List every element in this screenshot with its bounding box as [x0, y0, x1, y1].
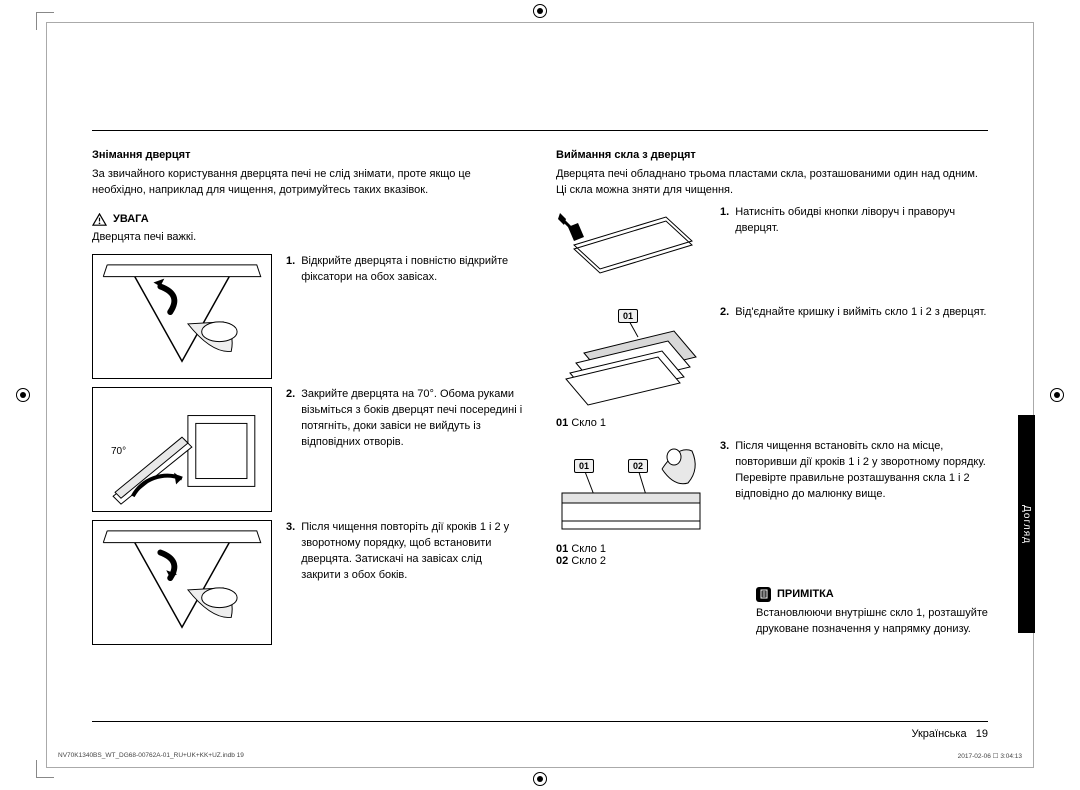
angle-label: 70°	[111, 446, 126, 457]
heading-remove-door: Знімання дверцят	[92, 149, 524, 161]
callout-01b: 01	[574, 459, 594, 473]
page-footer: Українська 19	[912, 728, 989, 740]
right-column: Виймання скла з дверцят Дверцята печі об…	[556, 135, 988, 740]
callout-01: 01	[618, 309, 638, 323]
content-area: Знімання дверцят За звичайного користува…	[92, 135, 988, 740]
glass-step-2: 01 2.Від'єднайте кришку і вийміть скло 1…	[556, 305, 988, 413]
divider-bottom	[92, 721, 988, 722]
warning-text: Дверцята печі важкі.	[92, 230, 524, 246]
print-footer: NV70K1340BS_WT_DG68-00762A-01_RU+UK+KK+U…	[58, 752, 1022, 760]
divider-top	[92, 130, 988, 131]
glass-fig-2: 01	[556, 305, 706, 413]
step-3-figure	[92, 520, 272, 645]
step-2-block: 70° 2.Закрийте дверцята на 70°. Обома ру…	[92, 387, 524, 512]
legend-1: 01 Скло 1	[556, 417, 988, 429]
glass-fig-1	[556, 205, 706, 297]
note-label: ПРИМІТКА	[777, 588, 834, 600]
left-column: Знімання дверцят За звичайного користува…	[92, 135, 524, 740]
step-3-block: 3.Після чищення повторіть дії кроків 1 і…	[92, 520, 524, 645]
print-timestamp: 2017-02-06 ☐ 3:04:13	[958, 752, 1022, 760]
step-1-text: 1.Відкрийте дверцята і повністю відкрийт…	[286, 254, 524, 379]
heading-remove-glass: Виймання скла з дверцят	[556, 149, 988, 161]
glass-fig-3: 01 02	[556, 439, 706, 539]
step-2-figure: 70°	[92, 387, 272, 512]
callout-02: 02	[628, 459, 648, 473]
warning-label: УВАГА	[113, 213, 149, 225]
step-1-block: 1.Відкрийте дверцята і повністю відкрийт…	[92, 254, 524, 379]
intro-remove: За звичайного користування дверцята печі…	[92, 167, 524, 199]
step-3-text: 3.Після чищення повторіть дії кроків 1 і…	[286, 520, 524, 645]
glass-step-3: 01 02 3.Після чищення встановіть скло на…	[556, 439, 988, 539]
warning-icon	[92, 213, 107, 226]
note-row: ПРИМІТКА	[756, 587, 988, 602]
step-2-text: 2.Закрийте дверцята на 70°. Обома руками…	[286, 387, 524, 512]
glass-step-1: 1.Натисніть обидві кнопки ліворуч і прав…	[556, 205, 988, 297]
side-tab: Догляд	[1018, 415, 1035, 633]
step-1-figure	[92, 254, 272, 379]
note-icon	[756, 587, 771, 602]
warning-row: УВАГА	[92, 213, 524, 226]
intro-glass: Дверцята печі обладнано трьома пластами …	[556, 167, 988, 199]
legend-2: 01 Скло 1 02 Скло 2	[556, 543, 988, 567]
print-filename: NV70K1340BS_WT_DG68-00762A-01_RU+UK+KK+U…	[58, 752, 244, 760]
note-text: Встановлюючи внутрішнє скло 1, розташуйт…	[756, 606, 988, 638]
